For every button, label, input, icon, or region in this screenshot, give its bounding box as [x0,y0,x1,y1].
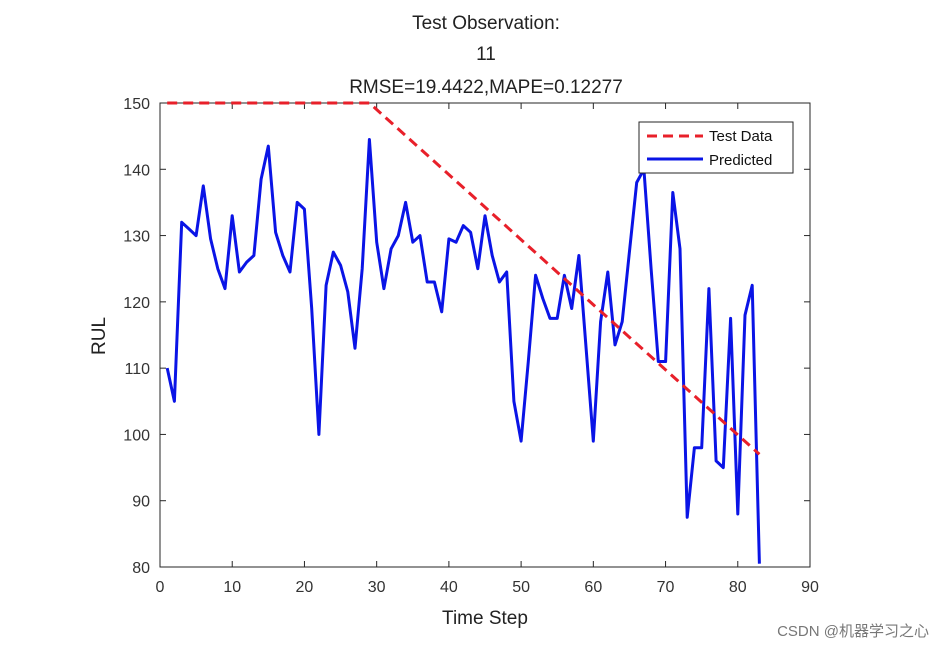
watermark: CSDN @机器学习之心 [777,623,929,640]
x-tick-label: 30 [368,579,386,596]
legend-label-predicted: Predicted [709,152,772,169]
y-axis-label: RUL [89,317,110,355]
x-tick-label: 60 [584,579,602,596]
series-line-predicted [165,138,761,564]
y-tick-label: 150 [123,96,150,113]
x-tick-label: 50 [512,579,530,596]
y-axis: 80 90 100 110 120 130 140 150 [123,96,810,577]
y-tick-label: 140 [123,162,150,179]
legend-box [638,121,794,174]
title-line-3: RMSE=19.4422,MAPE=0.12277 [349,77,623,98]
y-tick-label: 80 [132,560,150,577]
x-axis-label: Time Step [442,608,528,629]
legend-label-test-data: Test Data [709,128,773,145]
chart-title: Test Observation: 11 RMSE=19.4422,MAPE=0… [349,13,623,98]
y-tick-label: 130 [123,229,150,246]
x-tick-label: 90 [801,579,819,596]
y-tick-label: 100 [123,427,150,444]
x-tick-label: 40 [440,579,458,596]
title-line-1: Test Observation: [412,13,560,34]
series-line-test-data [167,101,761,456]
x-tick-label: 0 [156,579,165,596]
plot-area [159,102,811,568]
y-tick-label: 120 [123,295,150,312]
x-tick-label: 20 [296,579,314,596]
x-tick-label: 80 [729,579,747,596]
y-tick-label: 110 [124,361,150,378]
series-lines [165,101,761,564]
x-tick-label: 70 [657,579,675,596]
x-axis: 0 10 20 30 40 50 60 70 80 90 [156,103,819,596]
y-tick-label: 90 [132,494,150,511]
x-tick-label: 10 [223,579,241,596]
title-line-2: 11 [476,44,496,65]
legend: Test Data Predicted [638,121,794,174]
